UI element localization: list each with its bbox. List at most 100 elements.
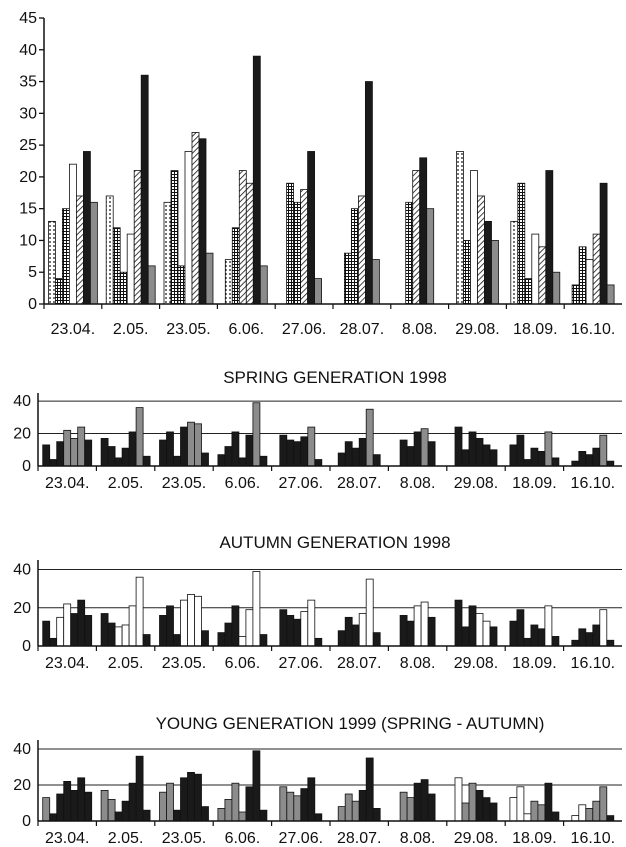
bar [578, 246, 587, 305]
bar [461, 626, 470, 647]
bar [399, 615, 408, 647]
x-tick-label: 23.05. [166, 321, 210, 338]
y-tick-label: 35 [19, 74, 37, 91]
bar [201, 806, 209, 822]
bar [454, 426, 463, 467]
bar [578, 804, 587, 822]
bar [344, 441, 353, 467]
panel-young-gridlines [38, 748, 622, 786]
bar [224, 446, 233, 467]
bar [307, 599, 316, 647]
bar [187, 594, 195, 647]
bar [427, 616, 436, 647]
bar [530, 624, 539, 647]
bar [114, 626, 123, 647]
bar [509, 797, 518, 822]
panel-main-x-ticks: 23.04. 2.05. 23.05. 6.06. 27.06. 28.07. 8.08. 2… [43, 304, 615, 338]
bar [245, 182, 254, 305]
y-tick-label: 0 [22, 458, 31, 475]
y-tick-label: 30 [19, 105, 37, 122]
y-tick-label: 10 [19, 232, 37, 249]
bar [198, 138, 207, 305]
bar [509, 620, 518, 647]
bar [84, 615, 93, 647]
bar [358, 790, 367, 822]
x-tick-label: 28.07. [337, 830, 381, 847]
bar [461, 802, 470, 822]
bar [530, 447, 539, 467]
bar [365, 578, 374, 647]
panel-autumn-title: AUTUMN GENERATION 1998 [219, 533, 450, 552]
x-tick-label: 8.08. [400, 655, 436, 672]
bar [252, 402, 261, 467]
x-tick-label: 29.08. [454, 475, 498, 492]
x-tick-label: 23.04. [45, 830, 89, 847]
x-tick-label: 6.06. [225, 475, 261, 492]
bar [259, 455, 268, 467]
bar [551, 636, 560, 647]
panel-main-y-ticks: 0 5 10 15 20 25 30 35 40 45 [19, 10, 44, 313]
bar [523, 459, 532, 467]
bar [427, 793, 436, 822]
bar [365, 757, 374, 822]
panel-young-y-ticks: 0 20 40 [13, 741, 31, 830]
bar [135, 407, 144, 467]
bar [523, 637, 532, 647]
bar [238, 636, 247, 647]
bar [49, 813, 58, 822]
y-tick-label: 20 [19, 169, 37, 186]
bar [300, 436, 309, 467]
x-tick-label: 18.09. [512, 655, 556, 672]
panel-spring-gridlines [38, 400, 622, 435]
x-tick-label: 18.09. [512, 830, 556, 847]
bar [259, 634, 268, 647]
bar [405, 201, 414, 305]
y-tick-label: 40 [19, 42, 37, 59]
x-tick-label: 8.08. [400, 830, 436, 847]
bar [585, 259, 594, 305]
bar [300, 788, 309, 822]
bar [163, 201, 172, 305]
bar [187, 421, 195, 467]
bar [63, 603, 72, 647]
bar [63, 429, 72, 467]
x-tick-label: 18.09. [512, 475, 556, 492]
bar [293, 201, 302, 305]
bar [245, 434, 254, 467]
x-tick-label: 23.04. [51, 321, 95, 338]
bar [544, 782, 553, 822]
bar [159, 439, 167, 467]
bar [475, 438, 484, 467]
x-tick-label: 27.06. [282, 321, 326, 338]
bar [100, 613, 109, 647]
bar [524, 278, 533, 305]
bar [399, 439, 408, 467]
bar [231, 227, 240, 305]
bar [128, 782, 137, 822]
bar [307, 777, 316, 822]
bar [551, 457, 560, 467]
bar [337, 806, 346, 822]
bar [544, 605, 553, 647]
x-tick-label: 2.05. [113, 321, 149, 338]
bar [592, 624, 601, 647]
bar [70, 438, 79, 467]
bar [344, 793, 353, 822]
bar [337, 630, 346, 647]
panel-autumn: AUTUMN GENERATION 1998 0 20 40 23.04. 2.05.… [13, 533, 622, 672]
bar [217, 808, 226, 822]
bar [147, 265, 156, 305]
bar [42, 620, 51, 647]
bar [350, 208, 359, 305]
bar [571, 284, 580, 305]
bar [426, 208, 435, 305]
bar [180, 426, 188, 467]
bar [70, 790, 79, 822]
bar [173, 455, 181, 467]
x-tick-label: 28.07. [340, 321, 384, 338]
bar [571, 639, 580, 647]
bar [224, 799, 233, 822]
bar [413, 431, 422, 467]
panel-spring-y-ticks: 0 20 40 [13, 393, 31, 475]
bar [372, 808, 381, 822]
